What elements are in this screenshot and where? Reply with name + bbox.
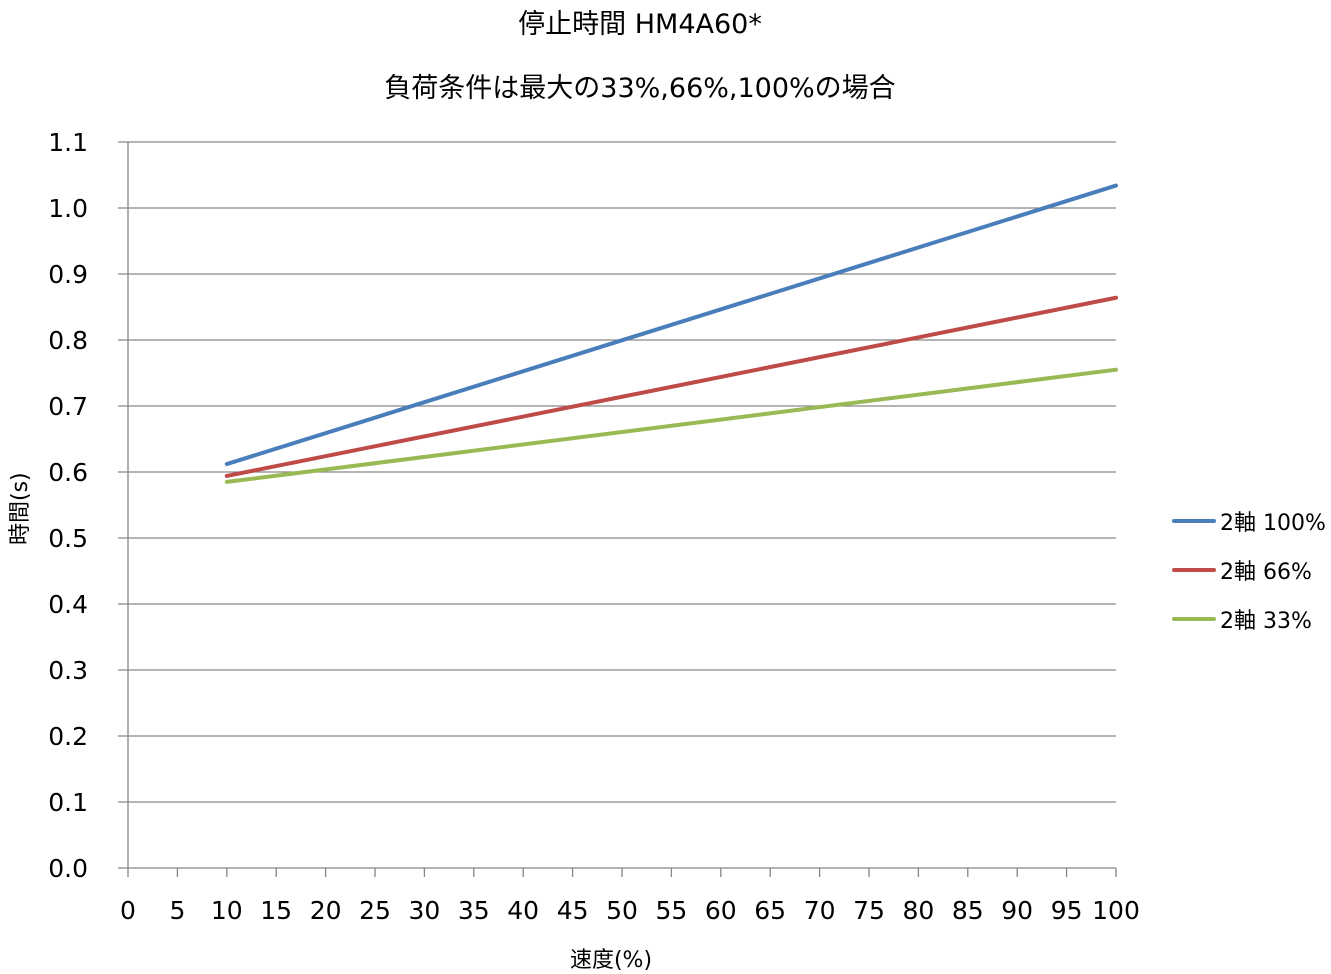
y-tick-label: 0.2 bbox=[48, 722, 88, 751]
y-tick-label: 0.9 bbox=[48, 260, 88, 289]
legend-item: 2軸 33% bbox=[1172, 594, 1326, 643]
x-tick-label: 5 bbox=[169, 896, 185, 925]
y-tick-label: 0.1 bbox=[48, 788, 88, 817]
x-tick-label: 55 bbox=[655, 896, 687, 925]
legend-swatch bbox=[1172, 567, 1216, 572]
x-tick-label: 40 bbox=[507, 896, 539, 925]
x-tick-label: 25 bbox=[359, 896, 391, 925]
legend-label: 2軸 66% bbox=[1220, 559, 1312, 585]
x-tick-label: 95 bbox=[1051, 896, 1083, 925]
x-tick-label: 45 bbox=[557, 896, 589, 925]
x-tick-label: 75 bbox=[853, 896, 885, 925]
x-tick-label: 65 bbox=[754, 896, 786, 925]
x-tick-label: 70 bbox=[804, 896, 836, 925]
y-tick-label: 1.0 bbox=[48, 194, 88, 223]
legend-swatch bbox=[1172, 518, 1216, 523]
x-tick-label: 60 bbox=[705, 896, 737, 925]
y-tick-label: 0.3 bbox=[48, 656, 88, 685]
x-axis-label: 速度(%) bbox=[569, 948, 653, 973]
x-tick-label: 15 bbox=[260, 896, 292, 925]
y-tick-label: 0.7 bbox=[48, 392, 88, 421]
y-axis-label: 時間(s) bbox=[8, 472, 33, 545]
x-tick-label: 80 bbox=[902, 896, 934, 925]
x-tick-label: 35 bbox=[458, 896, 490, 925]
legend-item: 2軸 66% bbox=[1172, 545, 1326, 594]
chart-title: 停止時間 HM4A60* bbox=[518, 9, 762, 40]
x-tick-label: 85 bbox=[952, 896, 984, 925]
legend: 2軸 100% 2軸 66% 2軸 33% bbox=[1172, 496, 1326, 643]
legend-swatch bbox=[1172, 616, 1216, 621]
x-tick-label: 20 bbox=[310, 896, 342, 925]
x-tick-label: 50 bbox=[606, 896, 638, 925]
y-tick-label: 0.4 bbox=[48, 590, 88, 619]
x-tick-label: 0 bbox=[120, 896, 136, 925]
y-tick-label: 0.5 bbox=[48, 524, 88, 553]
x-tick-label: 30 bbox=[408, 896, 440, 925]
x-tick-label: 10 bbox=[211, 896, 243, 925]
y-tick-label: 1.1 bbox=[48, 128, 88, 157]
series-line bbox=[224, 183, 1118, 467]
legend-item: 2軸 100% bbox=[1172, 496, 1326, 545]
series-line bbox=[224, 295, 1118, 478]
chart-subtitle: 負荷条件は最大の33%,66%,100%の場合 bbox=[384, 73, 896, 104]
legend-label: 2軸 33% bbox=[1220, 608, 1312, 634]
series-line bbox=[224, 367, 1118, 484]
x-tick-label: 90 bbox=[1001, 896, 1033, 925]
legend-label: 2軸 100% bbox=[1220, 510, 1326, 536]
y-tick-label: 0.8 bbox=[48, 326, 88, 355]
x-tick-label: 100 bbox=[1092, 896, 1140, 925]
y-tick-label: 0.0 bbox=[48, 854, 88, 883]
y-tick-label: 0.6 bbox=[48, 458, 88, 487]
